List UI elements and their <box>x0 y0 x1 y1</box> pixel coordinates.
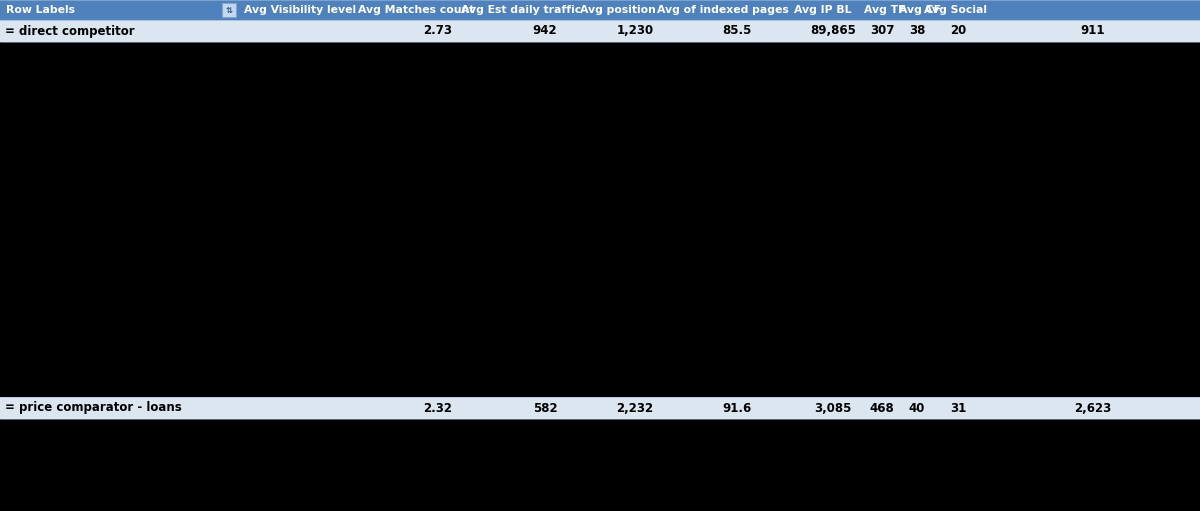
Bar <box>222 3 236 17</box>
Text: Avg IP BL: Avg IP BL <box>793 5 851 15</box>
Bar <box>0 0 1200 20</box>
Text: Row Labels: Row Labels <box>6 5 74 15</box>
Text: 20: 20 <box>950 25 966 37</box>
Text: 89,865: 89,865 <box>810 25 856 37</box>
Text: Avg Matches count: Avg Matches count <box>358 5 474 15</box>
Text: 2,623: 2,623 <box>1074 402 1111 414</box>
Text: 911: 911 <box>1081 25 1105 37</box>
Bar <box>0 20 1200 42</box>
Text: 468: 468 <box>870 402 894 414</box>
Text: 582: 582 <box>533 402 557 414</box>
Bar <box>222 3 236 17</box>
Text: = price comparator - loans: = price comparator - loans <box>5 402 181 414</box>
Text: Avg CF: Avg CF <box>899 5 941 15</box>
Text: 2.32: 2.32 <box>424 402 452 414</box>
Text: 942: 942 <box>533 25 557 37</box>
Text: ⇅: ⇅ <box>226 6 233 14</box>
Text: 85.5: 85.5 <box>722 25 751 37</box>
Text: Avg Visibility level: Avg Visibility level <box>244 5 356 15</box>
Bar <box>0 42 1200 397</box>
Text: 1,230: 1,230 <box>617 25 654 37</box>
Text: 38: 38 <box>908 25 925 37</box>
Text: Avg Social: Avg Social <box>924 5 986 15</box>
Text: 2,232: 2,232 <box>617 402 654 414</box>
Text: Avg of indexed pages: Avg of indexed pages <box>656 5 788 15</box>
Bar <box>0 419 1200 511</box>
Text: 40: 40 <box>908 402 925 414</box>
Text: Avg Est daily traffic: Avg Est daily traffic <box>461 5 581 15</box>
Text: 2.73: 2.73 <box>424 25 452 37</box>
Bar <box>0 397 1200 419</box>
Text: = direct competitor: = direct competitor <box>5 25 134 37</box>
Text: 3,085: 3,085 <box>815 402 852 414</box>
Text: Avg position: Avg position <box>580 5 655 15</box>
Text: 307: 307 <box>870 25 894 37</box>
Text: 31: 31 <box>950 402 966 414</box>
Text: 91.6: 91.6 <box>722 402 751 414</box>
Text: Avg TF: Avg TF <box>864 5 906 15</box>
